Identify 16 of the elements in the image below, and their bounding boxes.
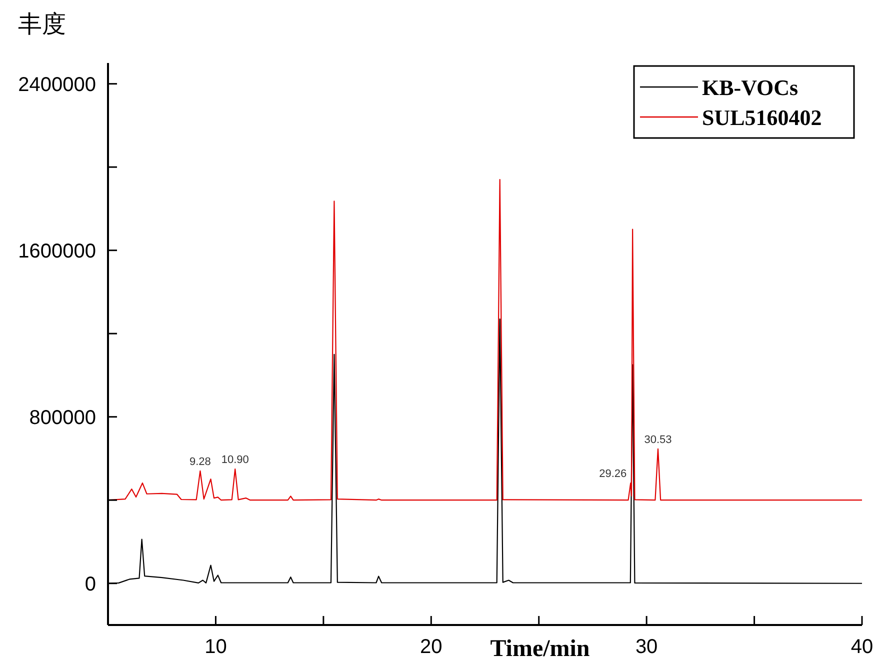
annotation: 9.28 [189, 456, 211, 468]
y-tick-label: 800000 [29, 406, 96, 429]
legend-label: SUL5160402 [702, 105, 822, 130]
x-tick-label: 10 [204, 636, 227, 658]
legend-label: KB-VOCs [702, 75, 799, 100]
y-axis-title: 丰度 [18, 11, 66, 38]
y-tick-label: 2400000 [18, 74, 96, 96]
annotation: 30.53 [644, 434, 672, 446]
x-tick-label: 20 [420, 636, 442, 658]
x-axis-title: Time/min [490, 636, 590, 662]
y-tick-label: 1600000 [18, 240, 96, 262]
y-tick-label: 0 [84, 573, 96, 596]
x-tick-label: 30 [635, 636, 658, 658]
annotation: 10.90 [221, 454, 249, 466]
annotation: 29.26 [599, 468, 627, 480]
x-tick-label: 40 [850, 636, 874, 658]
